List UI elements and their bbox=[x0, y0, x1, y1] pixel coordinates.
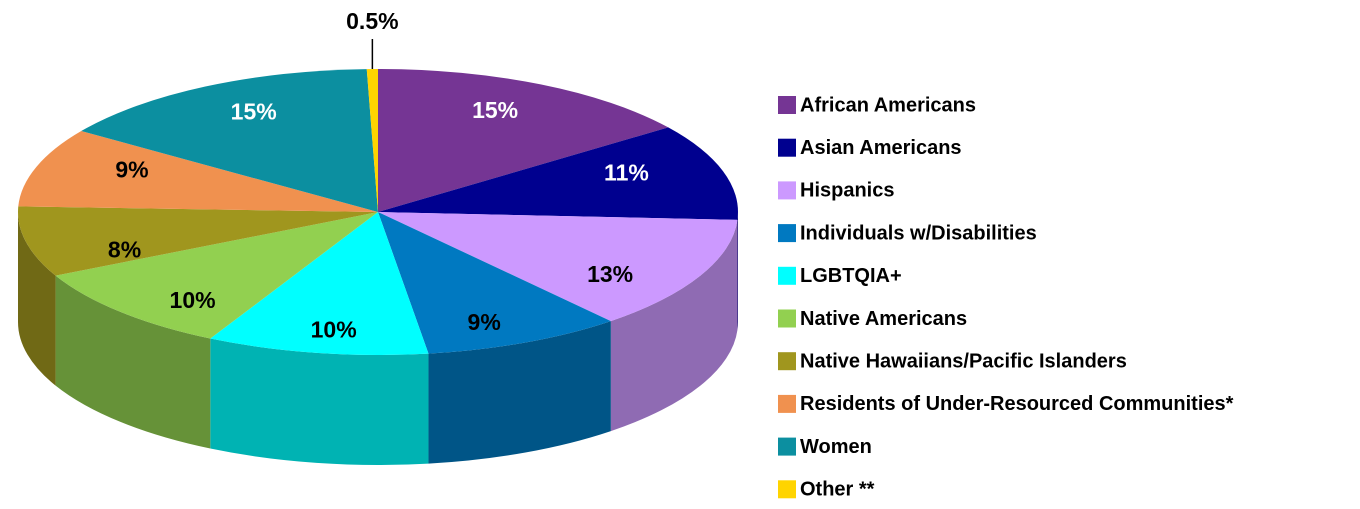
slice bbox=[366, 69, 378, 212]
data-label: 0.5% bbox=[346, 8, 398, 34]
legend-swatch bbox=[778, 181, 796, 200]
legend-label: Individuals w/Disabilities bbox=[800, 222, 1037, 244]
slice bbox=[210, 212, 429, 355]
data-label: 13% bbox=[587, 261, 633, 287]
slice bbox=[378, 212, 611, 354]
legend-label: Hispanics bbox=[800, 180, 894, 202]
legend-label: Native Hawaiians/Pacific Islanders bbox=[800, 350, 1127, 372]
slice-side bbox=[610, 219, 738, 432]
legend-label: Native Americans bbox=[800, 308, 967, 330]
data-label: 9% bbox=[468, 309, 501, 335]
legend-swatch bbox=[778, 480, 796, 499]
slice-side bbox=[210, 338, 429, 465]
legend-swatch bbox=[778, 352, 796, 371]
legend-label: African Americans bbox=[800, 94, 976, 116]
data-label: 9% bbox=[115, 157, 148, 183]
legend-swatch bbox=[778, 309, 796, 328]
data-label: 15% bbox=[231, 99, 277, 125]
slice bbox=[18, 131, 379, 212]
slice bbox=[378, 212, 738, 322]
slice-side bbox=[18, 212, 56, 386]
legend-label: Other ** bbox=[800, 479, 875, 501]
data-label: 10% bbox=[311, 317, 357, 343]
slice-side bbox=[737, 212, 738, 330]
legend-label: Asian Americans bbox=[800, 137, 962, 159]
slice-side bbox=[55, 275, 211, 449]
data-label: 8% bbox=[108, 237, 141, 263]
data-label: 15% bbox=[472, 97, 518, 123]
slice bbox=[378, 69, 669, 212]
slice-side bbox=[428, 321, 611, 464]
legend-label: Residents of Under-Resourced Communities… bbox=[800, 393, 1234, 415]
data-label: 11% bbox=[604, 160, 649, 186]
legend-swatch bbox=[778, 138, 796, 157]
legend-swatch bbox=[778, 266, 796, 285]
slice bbox=[378, 127, 738, 220]
legend-swatch bbox=[778, 394, 796, 413]
legend-label: Women bbox=[800, 436, 872, 458]
legend-swatch bbox=[778, 224, 796, 243]
slice bbox=[81, 69, 378, 213]
data-label: 10% bbox=[170, 287, 216, 313]
slice bbox=[55, 212, 379, 339]
legend-label: LGBTQIA+ bbox=[800, 265, 902, 287]
legend-swatch bbox=[778, 96, 796, 114]
slice bbox=[17, 206, 378, 276]
legend-swatch bbox=[778, 437, 796, 456]
